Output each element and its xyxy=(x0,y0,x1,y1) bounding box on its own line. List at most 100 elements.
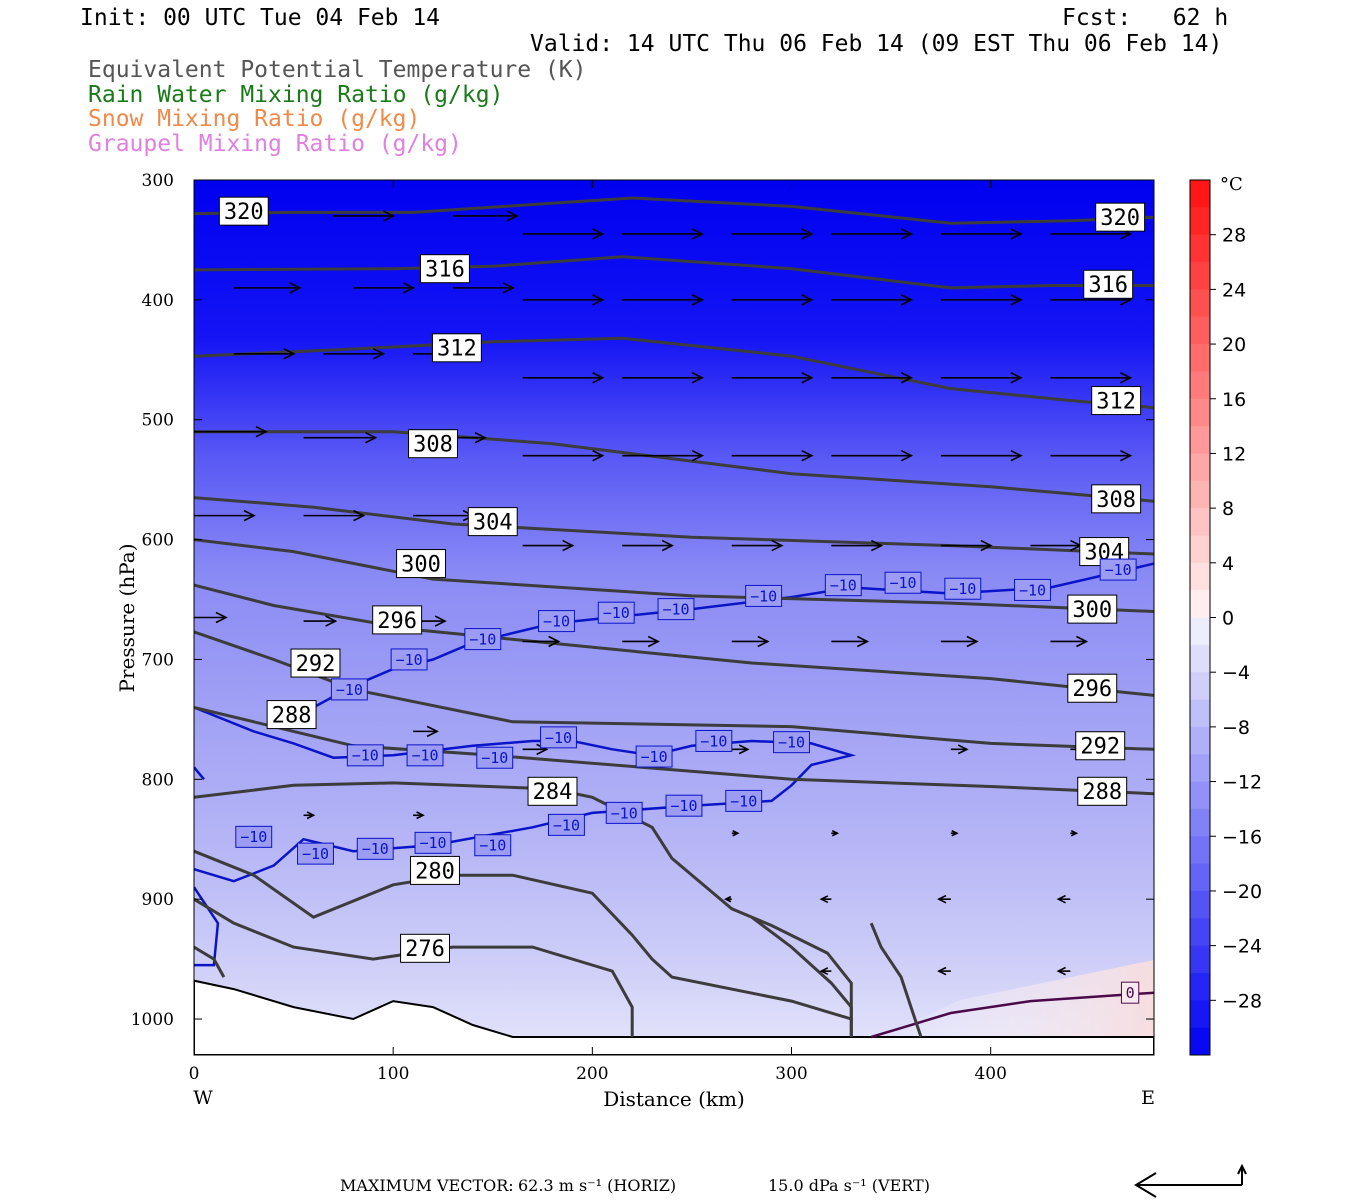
svg-text:−10: −10 xyxy=(778,734,805,752)
wind-vector xyxy=(831,635,870,648)
colorbar-cell xyxy=(1190,672,1210,701)
colorbar-cell xyxy=(1190,836,1210,865)
colorbar-cell xyxy=(1190,234,1210,263)
temp-contour-label: −10 xyxy=(597,601,635,624)
colorbar-tick-label: −28 xyxy=(1222,990,1262,1012)
temp-contour-label: −10 xyxy=(406,744,444,767)
temp-contour-zero xyxy=(870,991,1154,1039)
max-vector-vert: 15.0 dPa s⁻¹ (VERT) xyxy=(768,1176,930,1195)
colorbar-cell xyxy=(1190,535,1210,564)
x-tick-label: 100 xyxy=(377,1064,409,1084)
svg-text:−10: −10 xyxy=(302,845,329,863)
wind-vector xyxy=(731,539,784,552)
theta-e-label: 296 xyxy=(1067,673,1118,703)
svg-text:316: 316 xyxy=(425,258,465,283)
wind-vector xyxy=(622,635,661,648)
theta-e-label: 300 xyxy=(396,549,447,579)
theta-e-label: 320 xyxy=(1095,202,1146,232)
x-tick-label: 400 xyxy=(974,1064,1006,1084)
wind-vector xyxy=(940,539,993,552)
init-time: Init: 00 UTC Tue 04 Feb 14 xyxy=(80,5,441,31)
temp-contour-label: −10 xyxy=(944,577,982,600)
colorbar-cell xyxy=(1190,617,1210,646)
svg-text:−10: −10 xyxy=(411,747,438,765)
terrain-mask xyxy=(194,979,1154,1055)
wind-vector xyxy=(731,228,814,240)
temp-contour-label: −10 xyxy=(695,729,733,752)
wind-vector xyxy=(622,294,705,306)
wind-vector xyxy=(940,635,979,648)
wind-vector xyxy=(622,539,675,552)
y-tick-label: 900 xyxy=(142,890,174,910)
theta-e-label: 308 xyxy=(1091,484,1142,514)
wind-vector xyxy=(731,449,814,462)
legend-graupel: Graupel Mixing Ratio (g/kg) xyxy=(88,131,462,157)
svg-text:−10: −10 xyxy=(700,732,727,750)
svg-text:−10: −10 xyxy=(1105,561,1132,579)
wind-vector xyxy=(622,228,705,240)
colorbar-tick-label: 12 xyxy=(1222,443,1246,465)
wind-vector xyxy=(194,611,228,624)
temp-contour-label: −10 xyxy=(474,834,512,857)
colorbar-tick-label: −24 xyxy=(1222,936,1262,958)
west-label: W xyxy=(193,1087,213,1109)
colorbar-cell xyxy=(1190,726,1210,755)
reference-vector xyxy=(1134,1163,1247,1198)
wind-vector xyxy=(731,294,814,306)
theta-e-contour xyxy=(194,945,226,978)
colorbar-tick-label: 28 xyxy=(1222,225,1246,247)
wind-vector xyxy=(233,348,296,360)
svg-text:320: 320 xyxy=(1100,206,1140,231)
theta-e-contour xyxy=(194,781,853,1037)
max-vector-label: MAXIMUM VECTOR: xyxy=(340,1176,514,1195)
colorbar-cell xyxy=(1190,754,1210,783)
svg-text:280: 280 xyxy=(415,859,455,884)
colorbar-tick-label: −20 xyxy=(1222,881,1262,903)
svg-text:−10: −10 xyxy=(830,577,857,595)
colorbar-cell xyxy=(1190,180,1210,208)
wind-vector xyxy=(831,829,840,837)
svg-text:−10: −10 xyxy=(419,834,446,852)
svg-text:−10: −10 xyxy=(949,580,976,598)
legend-snow: Snow Mixing Ratio (g/kg) xyxy=(88,106,421,132)
theta-e-contour xyxy=(194,496,1154,556)
wind-vector xyxy=(452,210,519,222)
temp-contour-label: −10 xyxy=(657,598,695,621)
colorbar-tick-label: 24 xyxy=(1222,279,1246,301)
theta-e-label: 308 xyxy=(408,429,458,459)
wind-vector xyxy=(233,282,302,294)
valid-time: Valid: 14 UTC Thu 06 Feb 14 (09 EST Thu … xyxy=(530,31,1223,57)
svg-text:−10: −10 xyxy=(553,816,580,834)
temp-contour-label: −10 xyxy=(540,726,577,749)
wind-vector xyxy=(1056,966,1071,976)
colorbar-cell xyxy=(1190,808,1210,837)
colorbar-cell xyxy=(1190,945,1210,974)
wind-vector xyxy=(522,294,605,306)
colorbar-cell xyxy=(1190,289,1210,318)
svg-text:320: 320 xyxy=(224,200,264,225)
wind-vector xyxy=(831,449,914,462)
wind-vector xyxy=(950,829,959,837)
wind-vector xyxy=(522,228,605,240)
colorbar-cell xyxy=(1190,863,1210,892)
legend-rain: Rain Water Mixing Ratio (g/kg) xyxy=(88,82,504,108)
temp-contour-label: −10 xyxy=(1014,578,1051,601)
svg-text:312: 312 xyxy=(437,337,477,362)
wind-vector xyxy=(522,372,605,384)
theta-e-label: 292 xyxy=(1075,731,1126,761)
wind-vector xyxy=(413,725,439,738)
temp-contour-label: −10 xyxy=(884,571,922,594)
theta-e-contour xyxy=(194,538,1154,613)
colorbar-cell xyxy=(1190,1000,1210,1029)
theta-e-label: 288 xyxy=(1077,776,1128,806)
svg-text:−10: −10 xyxy=(611,804,638,822)
y-tick-label: 400 xyxy=(142,291,174,311)
east-label: E xyxy=(1141,1087,1155,1109)
colorbar-cell xyxy=(1190,207,1210,236)
theta-e-contour xyxy=(194,849,852,1021)
temp-contour-label: −10 xyxy=(635,745,673,768)
svg-text:−10: −10 xyxy=(670,797,697,815)
svg-text:312: 312 xyxy=(1096,389,1136,414)
y-tick-label: 300 xyxy=(142,171,174,191)
